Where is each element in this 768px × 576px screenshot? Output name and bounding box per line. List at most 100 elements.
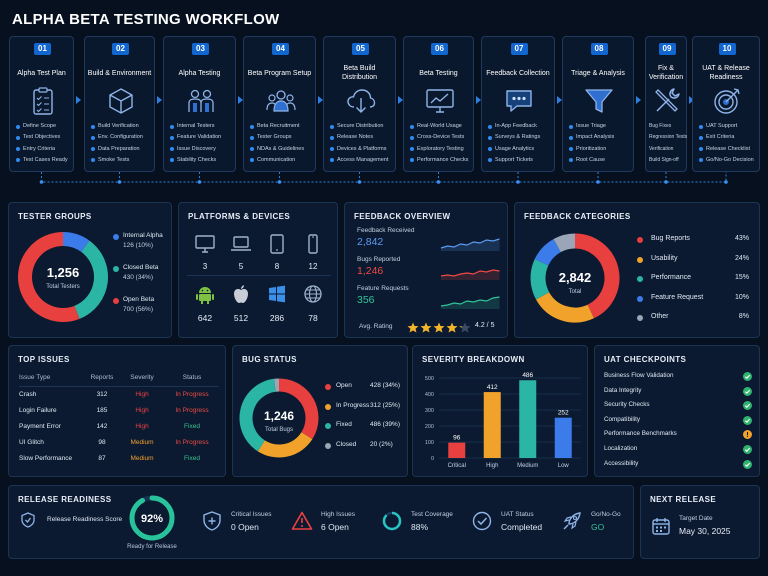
sparkline [440, 296, 500, 309]
uat-checkpoint[interactable]: Business Flow Validation [604, 372, 754, 387]
bug-status-title: BUG STATUS [242, 355, 297, 364]
bug-status-name: Closed [336, 440, 357, 448]
uat-checkpoint[interactable]: Accessibility [604, 459, 754, 475]
donut-segment [553, 233, 576, 253]
bug-status-value: 312 (25%) [370, 401, 400, 409]
sparkline [440, 238, 500, 251]
category-name: Other [651, 313, 669, 320]
workflow-stage-02[interactable]: 02 Build & Environment Build Verification E… [84, 36, 155, 172]
issue-status: In Progress [175, 438, 209, 446]
platform-count: 78 [308, 313, 318, 323]
cube-icon [108, 88, 133, 114]
stage-number: 05 [352, 43, 369, 55]
next-release-panel: NEXT RELEASE Target Date May 30, 2025 [640, 485, 760, 559]
page-title: ALPHA BETA TESTING WORKFLOW [12, 11, 280, 28]
connector-dot [724, 180, 728, 184]
stage-task: Communication [250, 155, 304, 166]
bug-status-value: 428 (34%) [370, 382, 400, 389]
progress-ring-icon [382, 511, 402, 531]
legend-label: Open Beta [123, 296, 155, 303]
bug-status-total-label: Total Bugs [265, 427, 293, 433]
shield-icon [21, 512, 35, 528]
category-pct: 43% [734, 235, 749, 242]
y-tick-label: 100 [425, 440, 434, 446]
workflow-stage-06[interactable]: 06 Beta Testing Real-World Usage Cross-Devi… [403, 36, 474, 172]
donut-segment [536, 291, 594, 323]
category-name: Feature Request [651, 293, 704, 301]
stage-tasks: Issue Triage Impact Analysis Prioritizatio… [569, 121, 614, 166]
platform-count: 286 [269, 313, 285, 323]
stage-task: Real-World Usage [410, 121, 468, 132]
table-row[interactable]: UI Glitch 98 Medium In Progress [19, 434, 219, 450]
desktop-icon [195, 235, 215, 253]
legend-label: Closed Beta [123, 264, 159, 271]
tools-icon [655, 88, 680, 112]
platforms-panel: PLATFORMS & DEVICES 3 5 8 12 642 512 286 78 [178, 202, 338, 338]
uat-checkpoint[interactable]: Security Checks [604, 401, 754, 416]
table-row[interactable]: Login Failure 185 High In Progress [19, 402, 219, 418]
workflow-stage-07[interactable]: 07 Feedback Collection In-App Feedback Surv… [481, 36, 555, 172]
stage-task: Build Sign-off [649, 156, 679, 163]
stage-title: Triage & Analysis [571, 69, 625, 77]
donut-segment [62, 232, 90, 253]
check-icon [743, 459, 752, 469]
flow-arrow [636, 96, 641, 104]
uat-checkpoint[interactable]: Data Integrity [604, 386, 754, 402]
connector-dot [664, 180, 668, 184]
uat-panel: UAT CHECKPOINTS Business Flow Validation… [594, 345, 760, 477]
feedback-metric: Feature Requests 356 [357, 285, 503, 314]
globe-icon [304, 285, 322, 303]
readiness-caption: Ready for Release [127, 544, 177, 550]
stage-task: Feature Validation [170, 132, 221, 143]
feedback-categories-total-label: Total [569, 289, 582, 295]
stage-number: 08 [590, 43, 608, 55]
tablet-icon [270, 234, 284, 254]
metric-value: GO [591, 522, 605, 532]
bar-high [483, 392, 501, 458]
issue-severity: High [135, 422, 149, 430]
category-pct: 8% [738, 313, 749, 320]
bar-value-label: 412 [487, 384, 498, 391]
uat-checkpoint[interactable]: Localization [604, 444, 754, 460]
bar-value-label: 96 [453, 435, 461, 442]
stage-title: Beta Testing [419, 69, 458, 77]
column-header: Status [165, 372, 219, 387]
donut-segment [534, 239, 562, 266]
category-item: Performance 15% [637, 274, 749, 294]
x-tick-label: Medium [517, 463, 538, 469]
workflow-stage-05[interactable]: 05 Beta Build Distribution Secure Distribu… [323, 36, 396, 172]
workflow-stage-03[interactable]: 03 Alpha Testing Internal Testers Feature V… [163, 36, 236, 172]
severity-title: SEVERITY BREAKDOWN [422, 355, 525, 364]
tester-groups-total: 1,256 [47, 265, 80, 280]
workflow-stage-04[interactable]: 04 Beta Program Setup Beta Recruitment Test… [243, 36, 316, 172]
check-icon [743, 386, 752, 396]
release-metric: Critical Issues 0 Open [201, 506, 289, 540]
platform-windows: 286 [259, 283, 295, 323]
table-row[interactable]: Crash 312 High In Progress [19, 386, 219, 402]
stage-title: Build & Environment [87, 69, 152, 77]
calendar-icon [652, 518, 670, 535]
table-row[interactable]: Slow Performance 87 Medium Fixed [19, 450, 219, 466]
workflow-stage-09[interactable]: 09 Fix & Verification Bug Fixes Regression … [645, 36, 687, 172]
divider [187, 275, 331, 276]
stage-task: Test Cases Ready [16, 155, 68, 166]
workflow-stage-08[interactable]: 08 Triage & Analysis Issue Triage Impact An… [562, 36, 634, 172]
tester-groups-total-label: Total Testers [46, 284, 80, 290]
device-count: 3 [202, 262, 208, 271]
connector-dot [516, 180, 520, 184]
table-row[interactable]: Payment Error 142 High Fixed [19, 418, 219, 434]
workflow-stage-10[interactable]: 10 UAT & Release Readiness UAT Support Exit… [692, 36, 760, 172]
tester-groups-panel: TESTER GROUPS 1,256 Total Testers Intern… [8, 202, 172, 338]
platform-android: 642 [187, 283, 223, 323]
issue-type: Slow Performance [19, 454, 73, 462]
uat-checkpoint[interactable]: Performance Benchmarks [604, 430, 754, 445]
metric-label: Feature Requests [357, 285, 409, 292]
metric-label: Critical Issues [231, 511, 272, 518]
flow-arrow [157, 96, 162, 104]
release-readiness-title: RELEASE READINESS [18, 495, 112, 504]
feedback-categories-title: FEEDBACK CATEGORIES [524, 212, 631, 221]
bar-medium [519, 380, 537, 458]
uat-checkpoint[interactable]: Compatibility [604, 415, 754, 431]
workflow-stage-01[interactable]: 01 Alpha Test Plan Define Scope Test Object… [9, 36, 74, 172]
issue-type: Crash [19, 390, 37, 398]
